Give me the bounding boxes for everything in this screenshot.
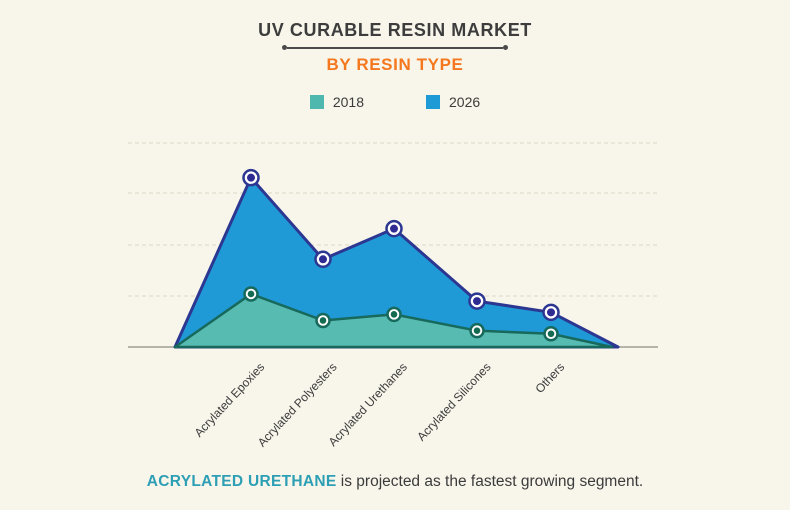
data-point-dot-2018-3 [473,327,481,334]
data-point-dot-2026-3 [473,297,481,306]
footnote-text: is projected as the fastest growing segm… [336,473,644,490]
legend-swatch-2018 [309,95,324,109]
title-divider [282,44,508,51]
data-point-dot-2026-1 [319,255,327,264]
data-point-dot-2018-2 [390,311,398,318]
chart-subtitle: BY RESIN TYPE [326,55,464,74]
page-title: UV CURABLE RESIN MARKET [258,20,532,40]
data-point-dot-2018-1 [319,317,327,324]
divider-line [287,46,503,49]
data-point-dot-2018-0 [247,290,255,298]
legend-label-2026: 2026 [449,94,481,110]
divider-dot-left [282,45,287,50]
header: UV CURABLE RESIN MARKET BY RESIN TYPE [0,20,790,74]
area-2026 [173,176,620,349]
footnote-highlight: ACRYLATED URETHANE [146,473,337,490]
legend-item-2026[interactable]: 2026 [426,94,480,110]
footnote: ACRYLATED URETHANE is projected as the f… [0,473,790,491]
data-point-dot-2018-4 [547,330,555,338]
divider-dot-right [503,45,508,50]
data-point-dot-2026-2 [390,224,398,233]
legend-item-2018[interactable]: 2018 [309,94,364,110]
data-point-dot-2026-4 [547,308,555,317]
chart-legend: 2018 2026 [0,94,790,110]
data-point-dot-2026-0 [247,173,255,182]
legend-swatch-2026 [426,95,440,109]
legend-label-2018: 2018 [332,94,364,110]
